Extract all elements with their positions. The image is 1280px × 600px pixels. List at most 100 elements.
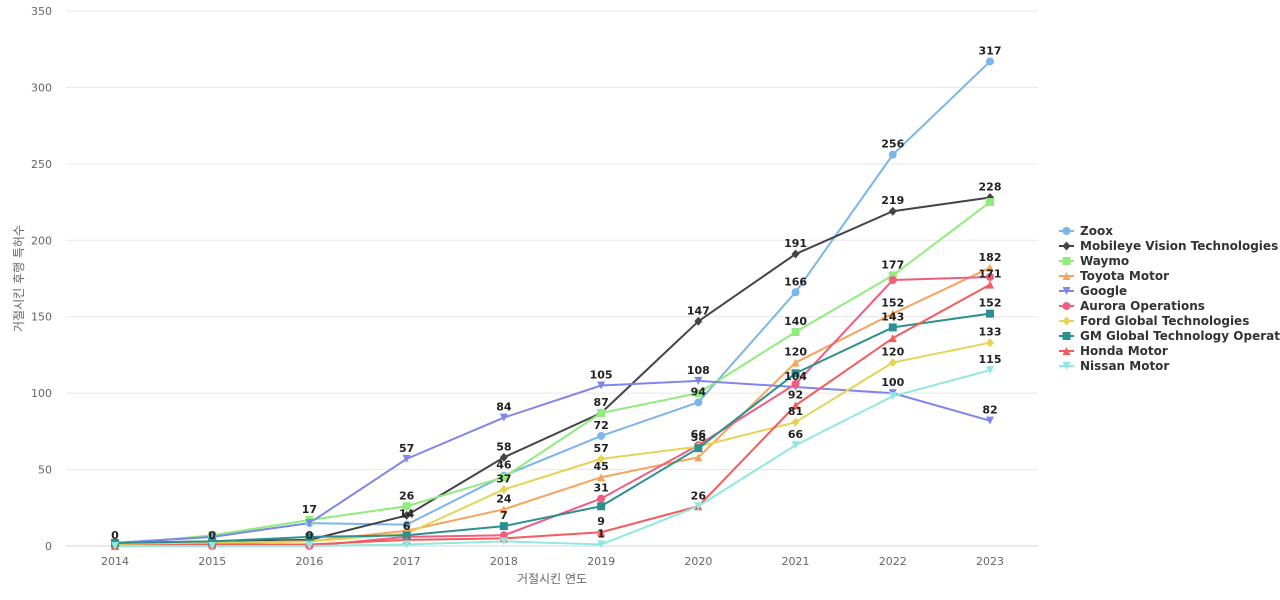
data-point: [986, 57, 994, 66]
legend-item[interactable]: Google: [1059, 284, 1127, 298]
legend-label: Nissan Motor: [1080, 359, 1169, 373]
data-point: [111, 542, 119, 550]
data-label: 219: [881, 194, 904, 207]
data-point: [888, 309, 897, 318]
data-point: [597, 528, 606, 537]
data-point: [694, 316, 703, 326]
data-point: [305, 519, 314, 528]
legend-item[interactable]: Nissan Motor: [1059, 359, 1169, 373]
data-point: [888, 334, 897, 343]
data-label: 9: [597, 515, 605, 528]
data-point: [499, 505, 508, 514]
data-label: 104: [784, 370, 807, 383]
legend-label: Mobileye Vision Technologies: [1080, 239, 1278, 253]
data-label: 94: [691, 385, 707, 398]
data-point: [986, 272, 994, 281]
series-line: [114, 312, 991, 544]
data-label: 87: [593, 396, 608, 409]
data-point: [791, 441, 800, 450]
legend-item[interactable]: Zoox: [1059, 224, 1113, 238]
series-line: [114, 60, 991, 544]
legend-item[interactable]: Aurora Operations: [1059, 299, 1205, 313]
legend-marker: [1062, 257, 1071, 265]
data-label: 26: [399, 489, 415, 502]
series-line: [114, 283, 991, 547]
legend-item[interactable]: Toyota Motor: [1059, 269, 1169, 283]
data-label: 6: [403, 520, 411, 533]
legend-marker: [1062, 362, 1071, 370]
data-point: [694, 444, 703, 453]
data-point: [402, 540, 411, 549]
data-label: 152: [881, 297, 904, 310]
series-line: [114, 201, 991, 546]
data-point: [499, 537, 508, 546]
data-label: 1: [597, 527, 605, 540]
legend-item[interactable]: Mobileye Vision Technologies: [1059, 239, 1278, 253]
x-tick-label: 2015: [198, 555, 226, 568]
data-labels: 1446729416625631758871471912192281726140…: [111, 44, 1001, 542]
series-line: [114, 275, 991, 547]
y-tick-label: 150: [31, 311, 52, 324]
x-tick-label: 2020: [684, 555, 712, 568]
x-axis-title: 거절시킨 연도: [517, 572, 587, 586]
x-tick-label: 2014: [101, 555, 129, 568]
legend-marker: [1062, 227, 1071, 235]
series-line: [114, 266, 991, 547]
data-label: 92: [788, 388, 803, 401]
data-point: [694, 453, 703, 462]
data-label: 66: [691, 428, 707, 441]
data-point: [208, 542, 217, 550]
data-point: [888, 358, 897, 368]
data-point: [694, 376, 703, 385]
data-point: [208, 532, 217, 541]
legend-label: Waymo: [1080, 254, 1129, 268]
series-line: [114, 341, 991, 546]
y-axis-ticks: 0 50 100 150 200 250 300 350: [31, 5, 52, 553]
x-tick-label: 2022: [879, 555, 907, 568]
data-point: [791, 417, 800, 427]
legend-marker: [1062, 241, 1071, 251]
data-label: 133: [979, 326, 1002, 339]
data-point: [402, 531, 411, 540]
data-point: [791, 401, 800, 410]
legend-label: Honda Motor: [1080, 344, 1168, 358]
grid-lines: [66, 10, 1038, 547]
y-tick-label: 250: [31, 158, 52, 171]
data-point: [499, 473, 508, 482]
data-point: [986, 280, 994, 289]
data-label: 14: [399, 508, 415, 521]
data-point: [597, 409, 606, 418]
legend-label: Zoox: [1080, 224, 1113, 238]
data-point: [888, 276, 897, 285]
data-label: 166: [784, 275, 807, 288]
series-lines: [114, 60, 991, 547]
data-label: 7: [500, 509, 508, 522]
data-label: 72: [593, 419, 608, 432]
data-point: [888, 323, 897, 332]
data-point: [791, 249, 800, 259]
data-label: 31: [593, 482, 608, 495]
data-label: 26: [691, 489, 707, 502]
data-label: 58: [691, 431, 706, 444]
data-point: [402, 510, 411, 520]
data-label: 152: [979, 297, 1002, 310]
legend-item[interactable]: Ford Global Technologies: [1059, 314, 1249, 328]
legend-item[interactable]: GM Global Technology Operat...: [1059, 329, 1280, 343]
data-label: 45: [593, 460, 608, 473]
data-label: 120: [881, 346, 904, 359]
data-point: [402, 502, 411, 511]
data-point: [597, 454, 606, 464]
data-point: [694, 389, 703, 398]
data-point: [499, 484, 508, 494]
data-point: [986, 366, 994, 375]
data-label: 120: [784, 346, 807, 359]
data-point: [402, 520, 411, 529]
series-line: [114, 379, 991, 544]
legend-item[interactable]: Honda Motor: [1059, 344, 1168, 358]
data-label: 182: [979, 251, 1002, 264]
legend-item[interactable]: Waymo: [1059, 254, 1129, 268]
data-point: [986, 416, 994, 425]
data-point: [597, 540, 606, 549]
data-point: [305, 542, 314, 550]
